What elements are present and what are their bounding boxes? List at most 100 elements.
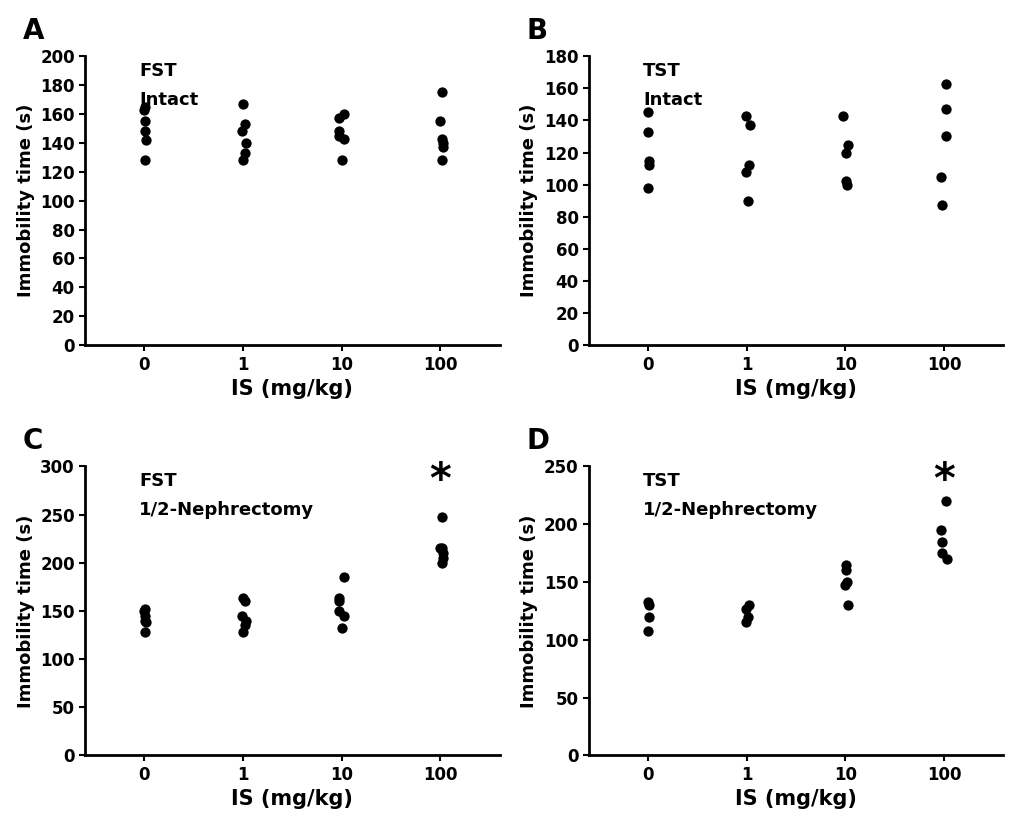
Point	[333, 154, 350, 167]
Point	[837, 146, 853, 159]
Text: C: C	[23, 427, 44, 455]
Point	[640, 125, 656, 138]
Point	[738, 109, 754, 122]
Point	[932, 535, 949, 548]
Point	[234, 154, 251, 167]
Point	[137, 609, 153, 622]
Text: *: *	[429, 460, 450, 502]
Text: 1/2-Nephrectomy: 1/2-Nephrectomy	[642, 501, 817, 519]
Text: Intact: Intact	[139, 91, 198, 109]
Point	[837, 175, 853, 188]
Point	[138, 616, 154, 629]
Point	[434, 140, 450, 154]
Point	[937, 77, 954, 90]
Y-axis label: Immobility time (s): Immobility time (s)	[16, 515, 35, 708]
Point	[932, 547, 949, 560]
Point	[335, 107, 352, 121]
Point	[236, 595, 253, 608]
Point	[433, 511, 449, 525]
Y-axis label: Immobility time (s): Immobility time (s)	[520, 515, 538, 708]
Point	[331, 125, 347, 138]
Point	[237, 614, 254, 627]
Point	[435, 547, 451, 560]
Point	[433, 556, 449, 569]
Point	[235, 97, 252, 111]
Point	[236, 117, 253, 131]
Point	[740, 599, 756, 612]
Point	[641, 610, 657, 624]
Point	[937, 553, 954, 566]
Point	[138, 134, 154, 147]
Y-axis label: Immobility time (s): Immobility time (s)	[16, 104, 35, 297]
Point	[136, 103, 152, 116]
Point	[432, 115, 448, 128]
Point	[640, 595, 656, 608]
Point	[330, 591, 346, 605]
Point	[834, 109, 850, 122]
Point	[640, 624, 656, 637]
Point	[137, 614, 153, 627]
Point	[333, 622, 350, 635]
Point	[738, 165, 754, 178]
Text: A: A	[23, 17, 45, 45]
Text: D: D	[527, 427, 549, 455]
X-axis label: IS (mg/kg): IS (mg/kg)	[735, 379, 856, 399]
Point	[330, 112, 346, 125]
Point	[234, 609, 251, 622]
Text: B: B	[527, 17, 547, 45]
Point	[640, 599, 656, 612]
Text: TST: TST	[642, 472, 680, 491]
Point	[331, 595, 347, 608]
Point	[937, 130, 954, 143]
Point	[434, 551, 450, 564]
Point	[839, 178, 855, 192]
X-axis label: IS (mg/kg): IS (mg/kg)	[231, 379, 353, 399]
Text: *: *	[932, 460, 954, 502]
Point	[234, 625, 251, 638]
Point	[137, 100, 153, 113]
Point	[137, 125, 153, 138]
Point	[641, 159, 657, 172]
Point	[433, 132, 449, 145]
Point	[433, 86, 449, 99]
Point	[932, 199, 949, 212]
Point	[839, 138, 855, 151]
Point	[137, 602, 153, 615]
Point	[740, 159, 756, 172]
Point	[331, 605, 347, 618]
Point	[738, 602, 754, 615]
Point	[936, 102, 953, 116]
Point	[335, 571, 352, 584]
Point	[435, 136, 451, 150]
Point	[137, 115, 153, 128]
Text: TST: TST	[642, 62, 680, 80]
Point	[741, 119, 757, 132]
Point	[639, 106, 655, 119]
X-axis label: IS (mg/kg): IS (mg/kg)	[735, 790, 856, 809]
Point	[137, 154, 153, 167]
Point	[234, 125, 251, 138]
Point	[837, 558, 853, 572]
Text: 1/2-Nephrectomy: 1/2-Nephrectomy	[139, 501, 314, 519]
Point	[237, 619, 254, 632]
Point	[137, 625, 153, 638]
Point	[136, 605, 152, 618]
Point	[932, 170, 949, 183]
Text: FST: FST	[139, 62, 176, 80]
Point	[640, 181, 656, 194]
Point	[840, 599, 856, 612]
Point	[839, 576, 855, 589]
Point	[937, 495, 954, 508]
Point	[237, 136, 254, 150]
Point	[433, 154, 449, 167]
Point	[336, 132, 353, 145]
Text: Intact: Intact	[642, 91, 701, 109]
Point	[640, 154, 656, 167]
Point	[836, 579, 852, 592]
Point	[739, 194, 755, 207]
X-axis label: IS (mg/kg): IS (mg/kg)	[231, 790, 353, 809]
Point	[237, 146, 254, 159]
Point	[739, 610, 755, 624]
Point	[433, 542, 449, 555]
Point	[837, 564, 853, 577]
